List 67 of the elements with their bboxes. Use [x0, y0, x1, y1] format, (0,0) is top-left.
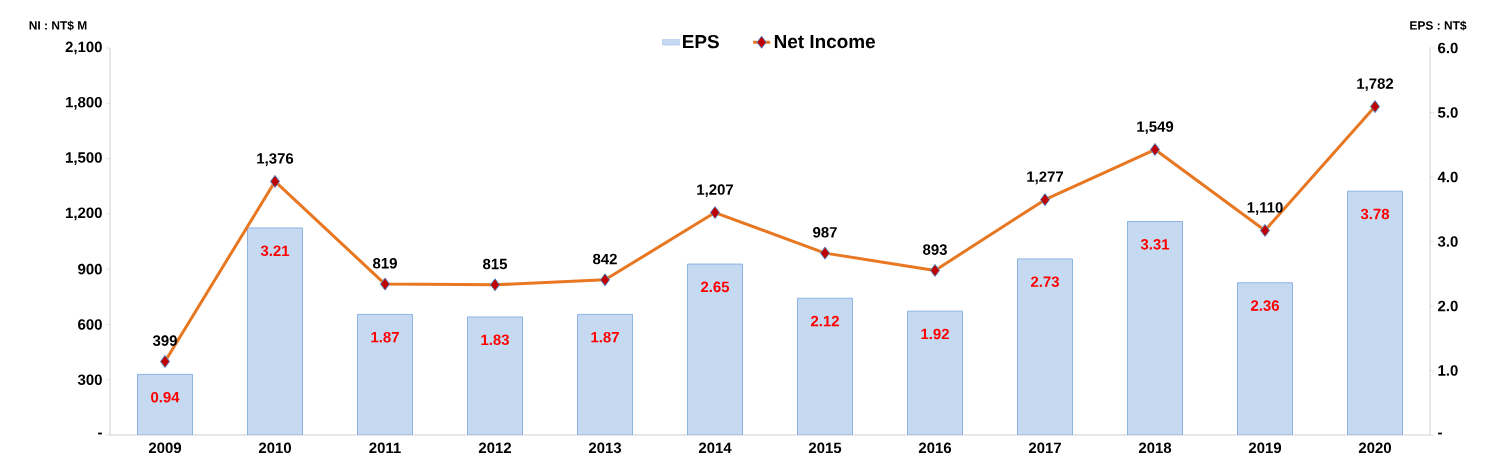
y2-tick-label: 5.0 [1437, 107, 1458, 118]
data-label: 399 [152, 335, 177, 346]
data-label: 1.87 [591, 331, 619, 343]
y-tick-label: 1,800 [66, 96, 102, 110]
bar [797, 297, 853, 435]
bar [907, 310, 963, 435]
bar [137, 373, 193, 435]
data-label: 893 [923, 244, 947, 255]
bar [687, 263, 743, 435]
x-tick-label: 2020 [1358, 442, 1391, 454]
data-label: 1,376 [257, 153, 294, 166]
legend-label: EPS [683, 34, 719, 49]
data-label: 819 [373, 257, 397, 269]
y-tick-label: - [98, 432, 102, 435]
y2-tick-label: - [1438, 432, 1442, 435]
bar [467, 316, 523, 435]
data-label: 2.36 [1250, 300, 1279, 311]
x-tick-label: 2014 [698, 442, 732, 454]
y-tick-label: 300 [77, 374, 102, 386]
data-label: 2.65 [700, 281, 730, 293]
bar [1237, 282, 1293, 435]
data-label: 1,549 [1137, 121, 1174, 135]
x-tick-label: 2017 [1028, 442, 1061, 454]
data-label: 3.31 [1140, 239, 1170, 250]
data-label: 815 [483, 258, 508, 270]
data-label: 3.21 [260, 245, 290, 257]
y-tick-label: 2,100 [65, 41, 102, 55]
x-tick-label: 2013 [588, 442, 622, 454]
y-tick-label: 1,200 [66, 207, 102, 221]
data-label: 1,277 [1027, 171, 1064, 185]
y-tick-label: 900 [78, 263, 102, 275]
y2-tick-label: 3.0 [1437, 236, 1458, 247]
data-label: 2.12 [810, 315, 839, 327]
bar [1127, 221, 1183, 435]
data-label: 1,207 [697, 184, 734, 198]
x-tick-label: 2010 [258, 442, 291, 454]
x-tick-label: 2019 [1248, 442, 1282, 454]
y2-tick-label: 4.0 [1437, 171, 1458, 183]
x-tick-label: 2016 [918, 442, 952, 454]
y2-tick-label: 1.0 [1438, 365, 1458, 376]
y2-axis-title: EPS : NT$ [1410, 20, 1467, 31]
data-label: 842 [593, 253, 617, 265]
data-label: 0.94 [151, 391, 180, 403]
y-axis-title: NI : NT$ M [29, 20, 87, 31]
data-label: 1,782 [1357, 78, 1394, 92]
x-tick-label: 2015 [808, 442, 842, 454]
y-tick-label: 1,500 [66, 152, 102, 165]
data-label: 1.83 [481, 334, 509, 346]
x-tick-label: 2009 [148, 442, 182, 454]
y2-tick-label: 2.0 [1438, 300, 1458, 312]
bar [1347, 190, 1403, 435]
y2-tick-label: 6.0 [1438, 42, 1458, 54]
bar [247, 227, 303, 435]
data-label: 1,110 [1247, 202, 1283, 215]
data-label: 2.73 [1030, 276, 1059, 288]
bar [1017, 258, 1073, 435]
y-tick-label: 600 [78, 319, 102, 330]
data-label: 1.92 [921, 328, 949, 340]
legend-label: Net Income [774, 35, 875, 49]
x-tick-label: 2011 [369, 442, 401, 454]
bar [577, 313, 633, 435]
x-tick-label: 2018 [1138, 442, 1172, 454]
x-tick-label: 2012 [478, 442, 512, 454]
data-label: 1.87 [371, 331, 399, 343]
bar [357, 313, 413, 435]
data-label: 987 [813, 227, 837, 238]
data-label: 3.78 [1360, 208, 1390, 220]
